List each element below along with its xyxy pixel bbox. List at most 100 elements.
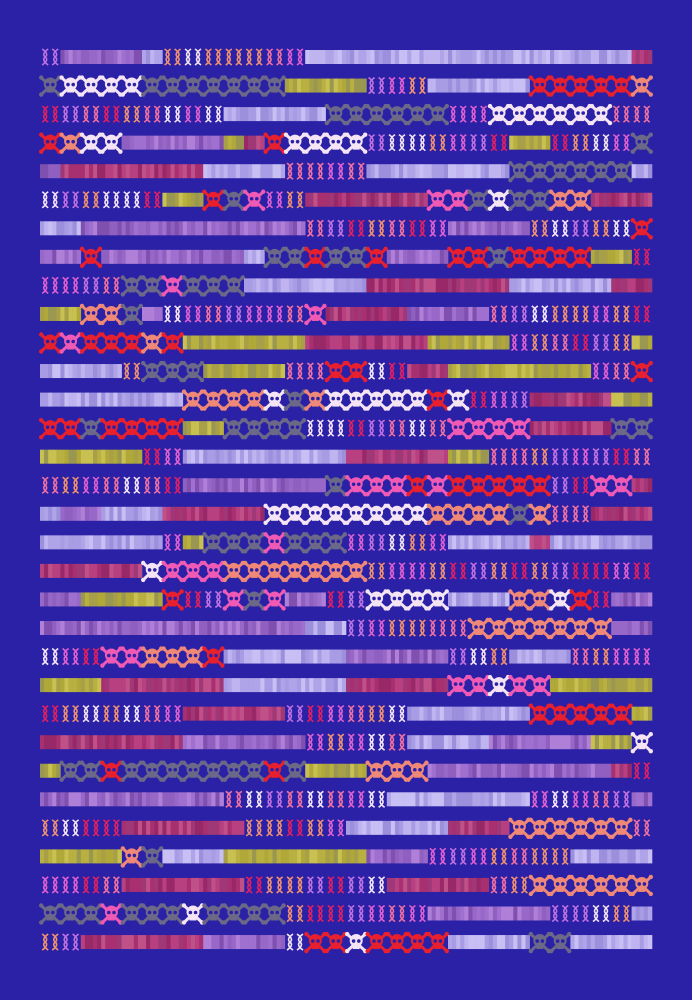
- bar-stripe: [207, 221, 212, 236]
- bar-stripe: [68, 221, 73, 236]
- bar-cell: [570, 535, 592, 550]
- bone-end: [100, 417, 105, 423]
- skull-jaw: [536, 117, 544, 122]
- bar-stripe: [276, 221, 282, 236]
- bar-stripe: [199, 135, 204, 150]
- skull-cell: [467, 503, 490, 525]
- bar-stripe: [129, 221, 135, 236]
- bar-stripe: [268, 221, 273, 236]
- skull-eye: [91, 339, 96, 344]
- bar-cell: [366, 50, 388, 64]
- bar-stripe: [170, 735, 175, 750]
- bar-stripe: [60, 678, 65, 693]
- chain-cell: [633, 647, 651, 666]
- bone-end: [406, 389, 411, 394]
- bar-cell: [40, 592, 61, 607]
- bar-stripe: [166, 392, 171, 407]
- chain-link: [592, 305, 600, 323]
- bar-cell: [366, 192, 388, 207]
- bar-stripe: [256, 221, 261, 236]
- bar-stripe: [492, 735, 498, 750]
- skull-eye: [576, 710, 580, 715]
- skull-jaw: [495, 631, 503, 635]
- bar-stripe: [166, 221, 171, 236]
- bar-stripe: [582, 50, 588, 64]
- skull-jaw: [515, 431, 523, 436]
- bone-end: [365, 120, 370, 126]
- skull-eye: [494, 196, 499, 201]
- bar-stripe: [309, 335, 314, 350]
- chain-link: [418, 219, 426, 237]
- chain-link: [592, 219, 600, 237]
- chain-cell: [449, 619, 467, 637]
- bar-cell: [244, 506, 265, 521]
- bar-stripe: [40, 678, 45, 693]
- bar-stripe: [476, 364, 481, 379]
- bar-stripe: [435, 706, 441, 721]
- skull-jaw: [515, 202, 523, 207]
- chain-cell: [286, 362, 304, 380]
- chain-cell: [470, 647, 488, 666]
- bar-cell: [468, 706, 490, 721]
- bar-stripe: [235, 706, 241, 721]
- bar-stripe: [476, 78, 481, 93]
- bar-stripe: [64, 164, 69, 179]
- bone-end: [161, 589, 166, 594]
- skull-head: [349, 106, 363, 120]
- bar-stripe: [468, 364, 473, 379]
- bar-stripe: [321, 278, 326, 293]
- bar-stripe: [60, 50, 65, 64]
- bar-stripe: [533, 50, 539, 64]
- bar-stripe: [554, 649, 559, 664]
- bone-end: [243, 389, 248, 394]
- bar-stripe: [496, 50, 502, 64]
- bar-stripe: [525, 278, 530, 293]
- bar-stripe: [297, 649, 302, 664]
- skull-jaw: [311, 573, 319, 578]
- bar-stripe: [362, 335, 367, 350]
- bar-stripe: [578, 278, 583, 293]
- bar-stripe: [509, 278, 514, 293]
- skull-jaw: [311, 259, 319, 264]
- bar-stripe: [623, 592, 628, 607]
- bar-stripe: [288, 678, 294, 693]
- bar-stripe: [350, 78, 355, 93]
- bar-stripe: [211, 164, 216, 179]
- bone-end: [630, 417, 635, 423]
- bar-stripe: [199, 678, 204, 693]
- bar-cell: [550, 364, 571, 379]
- bar-stripe: [358, 50, 363, 64]
- bar-stripe: [256, 478, 261, 493]
- chain-cell: [245, 305, 263, 323]
- chain-cell: [388, 419, 406, 437]
- chain-link: [572, 219, 580, 237]
- bar-stripe: [611, 50, 616, 64]
- skull-eye: [601, 111, 606, 115]
- skull-eye: [270, 396, 274, 401]
- chain-link: [327, 733, 335, 751]
- bar-stripe: [105, 364, 110, 379]
- skull-eye: [479, 682, 484, 686]
- skull-eye: [316, 511, 320, 515]
- bar-stripe: [631, 192, 636, 207]
- skull-eye: [459, 425, 463, 429]
- bar-stripe: [505, 78, 510, 93]
- bar-stripe: [203, 221, 208, 236]
- skull-head: [247, 562, 261, 576]
- bone-end: [628, 720, 633, 725]
- bar-stripe: [529, 50, 534, 64]
- bone-end: [630, 132, 635, 137]
- bar-cell: [407, 364, 428, 379]
- bar-stripe: [239, 506, 245, 521]
- skull-cell: [528, 103, 551, 126]
- skull-cell: [141, 646, 164, 668]
- bar-stripe: [468, 50, 473, 64]
- chain-cell: [388, 133, 406, 152]
- bar-stripe: [60, 535, 65, 550]
- bone-end: [141, 434, 146, 440]
- chain-link: [368, 704, 376, 723]
- bar-stripe: [88, 164, 94, 179]
- bar-stripe: [545, 735, 551, 750]
- bar-stripe: [76, 563, 82, 578]
- bar-stripe: [619, 678, 624, 693]
